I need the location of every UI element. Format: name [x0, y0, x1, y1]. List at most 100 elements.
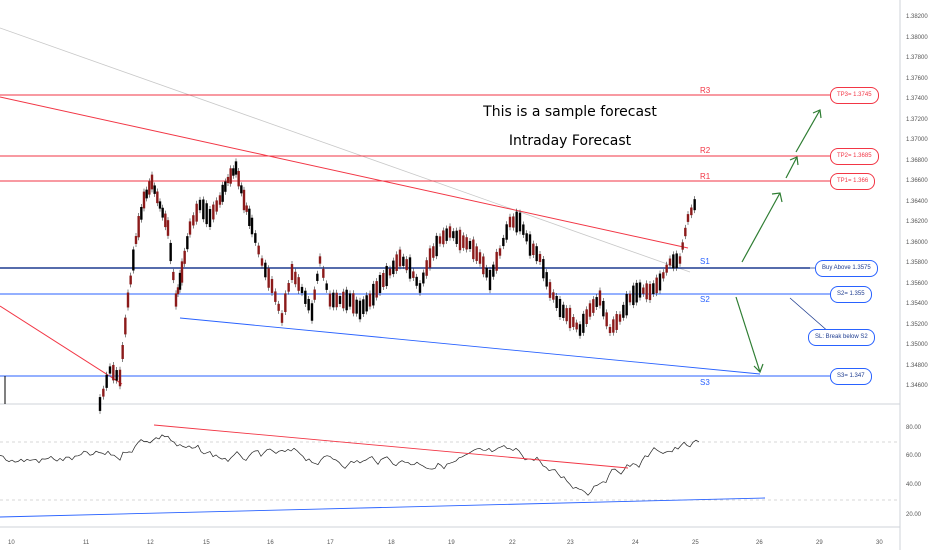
- candle-body: [365, 295, 368, 312]
- candle-body: [322, 268, 325, 278]
- candle-body: [274, 291, 277, 302]
- price-tick-label: 1.34600: [906, 383, 928, 389]
- rsi-line: [0, 434, 700, 496]
- candle-body: [418, 283, 422, 293]
- price-tick-label: 1.37800: [906, 55, 928, 61]
- rsi-red-trendline: [153, 424, 629, 469]
- date-tick-label: 29: [816, 540, 823, 546]
- candle-body: [234, 161, 238, 175]
- candle-body: [582, 313, 585, 333]
- candle-body: [335, 292, 338, 308]
- candle-body: [686, 214, 690, 222]
- candle-body: [518, 212, 522, 232]
- candle-body: [310, 303, 314, 321]
- candle-body: [126, 292, 130, 308]
- candle-body: [415, 276, 418, 286]
- candle-body: [145, 189, 148, 199]
- price-tick-label: 1.34800: [906, 362, 928, 369]
- candle-body: [242, 189, 246, 211]
- candle-body: [362, 299, 365, 315]
- arrow-up-2-head: [789, 156, 799, 166]
- candle-body: [375, 281, 378, 298]
- candle-body: [129, 275, 132, 285]
- date-tick-label: 22: [509, 540, 516, 546]
- candle-body: [598, 290, 602, 306]
- level-label-r2: R2: [700, 146, 711, 155]
- price-tick-label: 1.36200: [906, 219, 928, 225]
- candle-body: [229, 168, 232, 184]
- candle-body: [432, 246, 435, 258]
- candle-body: [313, 289, 316, 300]
- candle-body: [465, 237, 468, 250]
- date-tick-label: 10: [8, 540, 15, 546]
- candle-body: [140, 206, 143, 220]
- candle-body: [212, 204, 215, 220]
- level-label-s3: S3: [700, 378, 710, 387]
- date-tick-label: 16: [267, 540, 274, 546]
- candle-body: [562, 304, 565, 318]
- candle-body: [618, 314, 622, 322]
- candle-body: [304, 290, 307, 304]
- candle-body: [150, 174, 154, 190]
- candle-body: [428, 248, 432, 268]
- candle-body: [368, 293, 372, 307]
- candle-body: [578, 324, 582, 336]
- candle-body: [525, 233, 528, 242]
- arrow-up-3-head: [812, 109, 822, 119]
- candle-body: [158, 201, 162, 209]
- candle-body: [492, 264, 495, 277]
- candle-body: [405, 259, 408, 271]
- candle-body: [532, 243, 535, 256]
- date-tick-label: 17: [327, 540, 334, 546]
- candle-body: [478, 252, 482, 264]
- candle-body: [183, 250, 186, 264]
- candle-body: [690, 207, 693, 216]
- tp2-callout[interactable]: TP2= 1.3685: [830, 148, 879, 165]
- red-trendline: [0, 96, 689, 249]
- candle-body: [348, 293, 352, 307]
- candle-body: [402, 256, 405, 266]
- price-candles: [98, 158, 696, 414]
- s3-callout[interactable]: S3= 1.347: [830, 368, 872, 385]
- candle-body: [186, 236, 189, 250]
- price-tick-label: 1.38000: [906, 34, 928, 41]
- candle-body: [572, 317, 575, 327]
- price-tick-label: 1.35600: [906, 280, 928, 287]
- candle-body: [542, 259, 545, 279]
- candle-body: [412, 271, 415, 278]
- candle-body: [632, 285, 635, 306]
- candle-body: [468, 240, 472, 250]
- candle-body: [318, 256, 322, 264]
- price-tick-label: 1.37200: [906, 116, 928, 123]
- candle-body: [205, 203, 208, 225]
- tp1-callout[interactable]: TP1= 1.366: [830, 173, 876, 190]
- sl-callout[interactable]: SL: Break below S2: [808, 329, 875, 346]
- price-tick-label: 1.35400: [906, 301, 928, 307]
- candle-body: [625, 293, 628, 316]
- candle-body: [658, 273, 662, 291]
- price-tick-label: 1.35000: [906, 342, 928, 348]
- candle-body: [245, 205, 248, 212]
- candle-body: [408, 257, 412, 279]
- s2-callout[interactable]: S2= 1.355: [830, 286, 872, 303]
- candle-body: [332, 292, 335, 308]
- candle-body: [345, 289, 348, 311]
- buy-callout[interactable]: Buy Above 1.3575: [815, 260, 878, 277]
- candle-body: [188, 221, 192, 235]
- candle-body: [169, 242, 172, 262]
- candle-body: [605, 312, 608, 327]
- blue-trendline: [179, 317, 761, 375]
- tp3-callout[interactable]: TP3= 1.3745: [830, 87, 879, 104]
- candle-body: [475, 246, 478, 261]
- candle-body: [325, 283, 328, 290]
- candle-body: [121, 345, 124, 359]
- candle-body: [655, 277, 658, 294]
- candle-body: [166, 220, 170, 236]
- candle-body: [132, 249, 135, 271]
- forecast-subtitle: Intraday Forecast: [508, 133, 632, 149]
- candle-body: [422, 272, 425, 284]
- level-label-s2: S2: [700, 295, 710, 304]
- candle-body: [652, 283, 655, 295]
- candle-body: [148, 181, 151, 195]
- grey-trendline: [0, 27, 691, 273]
